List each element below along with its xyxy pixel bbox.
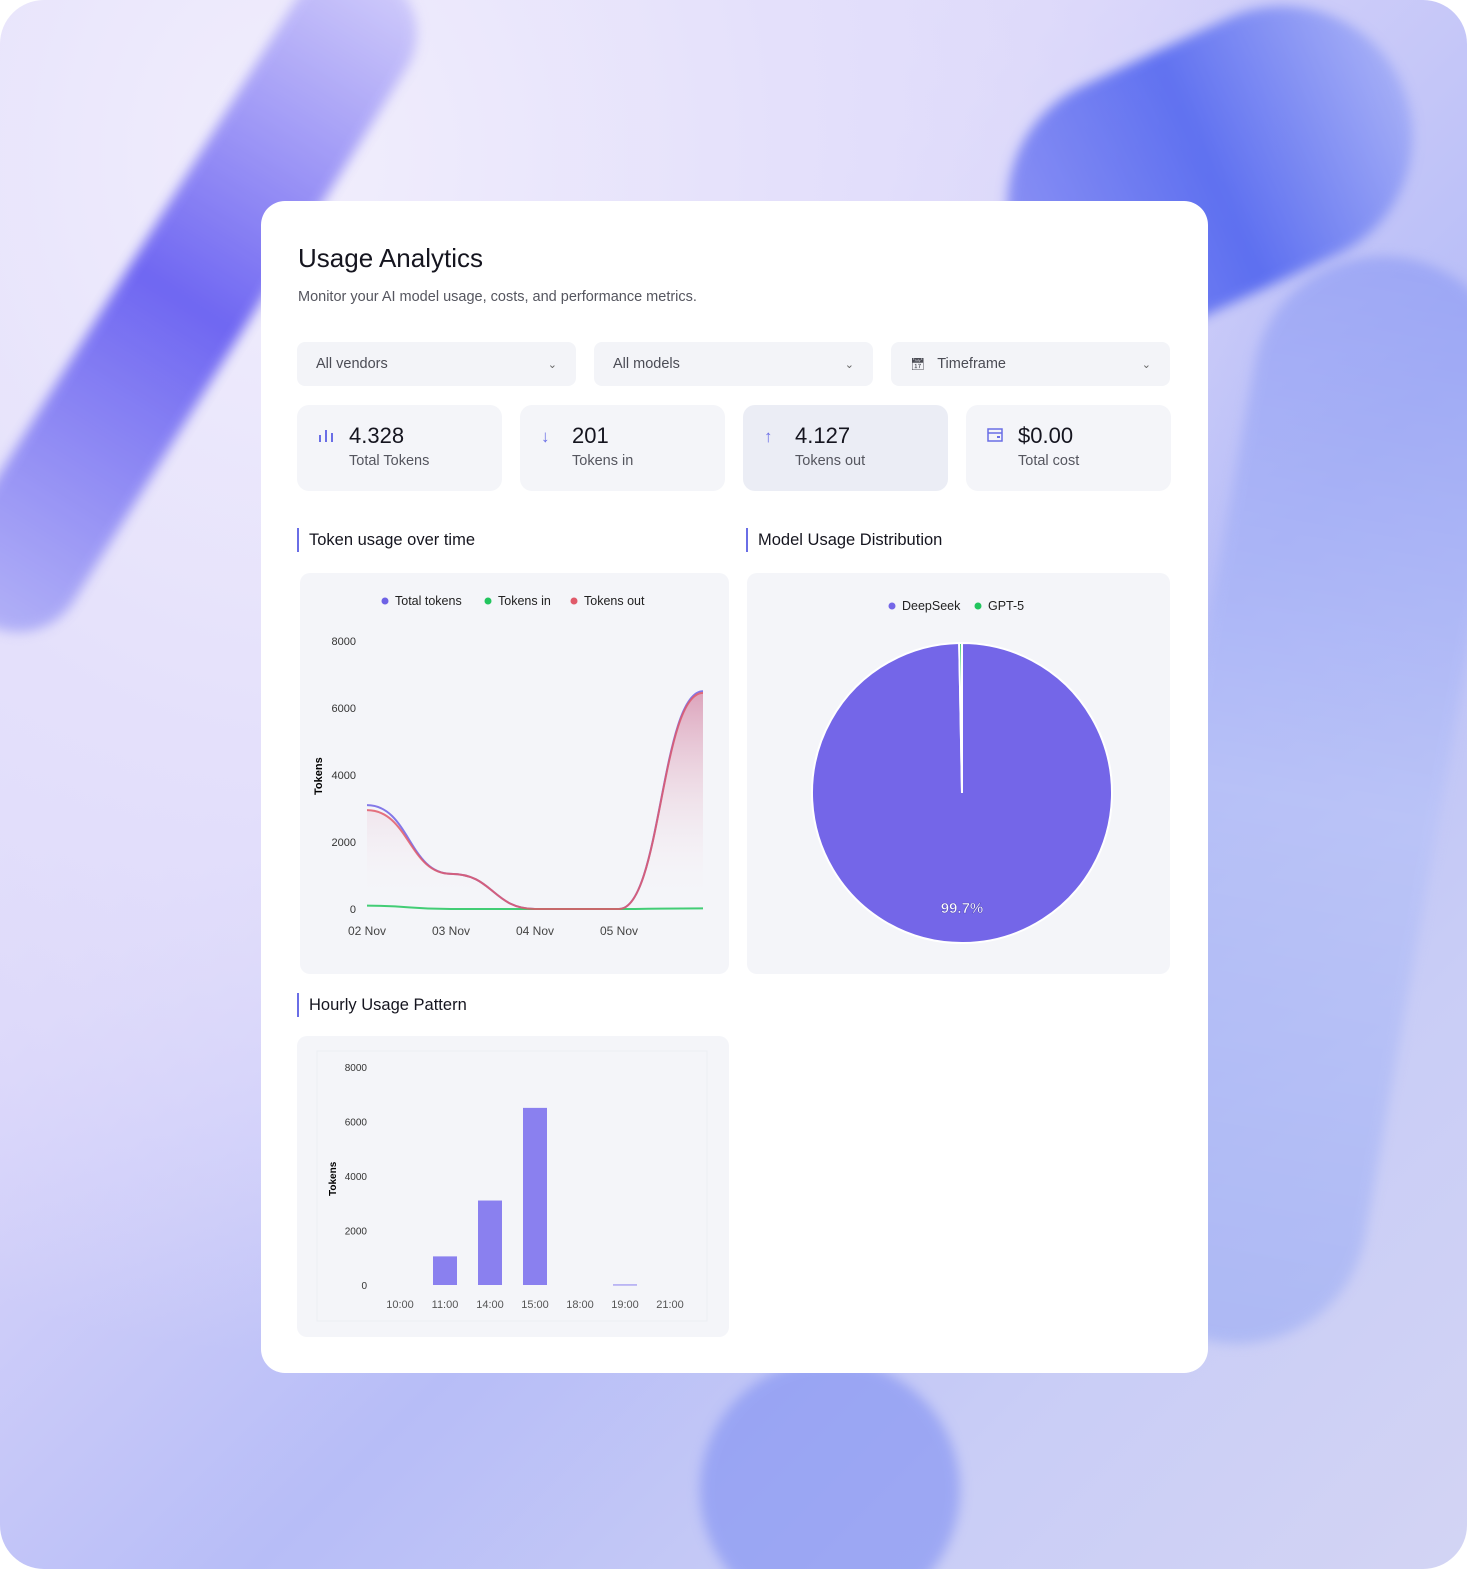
tokens-out-line — [366, 691, 704, 910]
chevron-down-icon: ⌄ — [1141, 358, 1151, 371]
wallet-icon — [987, 427, 1003, 448]
y-tick-label: 0 — [361, 1281, 367, 1292]
stat-label: Total Tokens — [349, 453, 430, 469]
x-tick-label: 14:00 — [476, 1299, 504, 1311]
bar-11:00 — [433, 1256, 457, 1285]
legend-marker — [974, 602, 982, 610]
stat-value: 4.127 — [795, 423, 851, 448]
pie-slice-gpt-5 — [958, 641, 963, 794]
bar-14:00 — [478, 1200, 502, 1285]
calendar-icon: 📅︎ — [910, 357, 926, 371]
model-select-value: All models — [613, 356, 680, 372]
page-title: Usage Analytics — [298, 243, 483, 273]
pie-data-label: 99.7% — [941, 900, 984, 917]
stat-tokens-in: ↓ 201 Tokens in — [520, 405, 725, 491]
section-title-token-usage: Token usage over time — [297, 528, 475, 552]
stat-value: 4.328 — [349, 423, 405, 448]
bar-19:00 — [613, 1284, 637, 1286]
bar-chart-icon — [318, 427, 334, 448]
legend-label: GPT-5 — [988, 599, 1024, 613]
legend-label: DeepSeek — [902, 599, 961, 613]
y-axis-label: Tokens — [313, 757, 325, 795]
y-tick-label: 2000 — [345, 1227, 368, 1238]
y-tick-label: 4000 — [345, 1172, 368, 1183]
chevron-down-icon: ⌄ — [844, 358, 854, 371]
y-tick-label: 2000 — [332, 837, 356, 849]
stat-label: Tokens out — [795, 453, 866, 469]
token-usage-chart: 0 2000 4000 6000 8000 Tokens 02 Nov 03 Nov 04 No… — [313, 594, 704, 938]
arrow-up-icon: ↑ — [764, 427, 773, 446]
x-tick-label: 15:00 — [521, 1299, 549, 1311]
section-title-model-distribution: Model Usage Distribution — [746, 528, 942, 552]
legend-label: Tokens in — [498, 594, 551, 608]
legend-marker — [888, 602, 896, 610]
y-tick-label: 8000 — [345, 1063, 368, 1074]
x-tick-label: 03 Nov — [432, 924, 470, 938]
y-tick-label: 6000 — [345, 1118, 368, 1129]
plot-area — [316, 1050, 708, 1322]
y-tick-label: 0 — [350, 904, 356, 916]
arrow-down-icon: ↓ — [541, 427, 550, 446]
chevron-down-icon: ⌄ — [547, 358, 557, 371]
x-tick-label: 04 Nov — [516, 924, 554, 938]
hourly-chart-panel: 0 2000 4000 6000 8000 Tokens 10:00 11:00 14:00 15… — [297, 1036, 729, 1337]
stat-total-cost: $0.00 Total cost — [966, 405, 1171, 491]
x-tick-label: 21:00 — [656, 1299, 684, 1311]
model-distribution-chart: 99.7% DeepSeek GPT-5 — [810, 599, 1113, 944]
stat-label: Total cost — [1018, 453, 1080, 469]
legend-marker — [381, 597, 389, 605]
timeframe-select-value: Timeframe — [937, 356, 1006, 372]
hourly-usage-chart: 0 2000 4000 6000 8000 Tokens 10:00 11:00 14:00 15… — [316, 1050, 708, 1322]
model-select[interactable]: All models ⌄ — [594, 342, 873, 386]
x-tick-label: 05 Nov — [600, 924, 638, 938]
y-tick-label: 8000 — [332, 636, 356, 648]
stat-value: $0.00 — [1018, 423, 1074, 448]
x-tick-label: 18:00 — [566, 1299, 594, 1311]
page-subtitle: Monitor your AI model usage, costs, and … — [298, 289, 697, 305]
y-tick-label: 4000 — [332, 770, 356, 782]
x-tick-label: 19:00 — [611, 1299, 639, 1311]
y-axis-label: Tokens — [328, 1161, 339, 1196]
x-tick-label: 02 Nov — [348, 924, 386, 938]
tokens-out-area — [367, 692, 703, 909]
x-tick-label: 11:00 — [432, 1299, 459, 1311]
y-tick-label: 6000 — [332, 703, 356, 715]
stat-tokens-out: ↑ 4.127 Tokens out — [743, 405, 948, 491]
legend-marker — [484, 597, 492, 605]
model-distribution-panel: 99.7% DeepSeek GPT-5 — [747, 573, 1170, 974]
section-title-hourly: Hourly Usage Pattern — [297, 993, 467, 1017]
stat-value: 201 — [572, 423, 609, 448]
x-tick-label: 10:00 — [386, 1299, 414, 1311]
stat-label: Tokens in — [572, 453, 634, 469]
token-usage-chart-panel: 0 2000 4000 6000 8000 Tokens 02 Nov 03 Nov 04 No… — [300, 573, 729, 974]
legend-label: Total tokens — [395, 594, 462, 608]
timeframe-select[interactable]: 📅︎ Timeframe ⌄ — [891, 342, 1170, 386]
vendor-select-value: All vendors — [316, 356, 388, 372]
legend-marker — [570, 597, 578, 605]
legend-label: Tokens out — [584, 594, 645, 608]
vendor-select[interactable]: All vendors ⌄ — [297, 342, 576, 386]
bar-15:00 — [523, 1107, 547, 1285]
usage-analytics-card: Usage Analytics Monitor your AI model us… — [261, 201, 1208, 1373]
stat-total-tokens: 4.328 Total Tokens — [297, 405, 502, 491]
